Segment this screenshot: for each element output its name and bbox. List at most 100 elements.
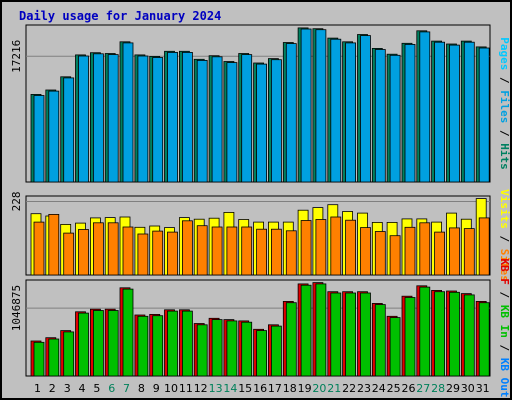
bar-kb-in-day-10 [167, 310, 178, 377]
day-label-21: 21 [327, 382, 341, 395]
day-label-15: 15 [238, 382, 252, 395]
bar-sites-day-22 [345, 219, 357, 276]
bar-kb-in-day-15 [241, 321, 253, 377]
day-label-4: 4 [79, 382, 86, 395]
bar-files-day-14 [226, 62, 238, 183]
day-label-20: 20 [312, 382, 326, 395]
bar-kb-in-day-9 [152, 315, 164, 377]
day-label-30: 30 [461, 382, 475, 395]
day-label-18: 18 [283, 382, 297, 395]
bar-sites-day-21 [330, 216, 342, 276]
bar-files-day-26 [404, 44, 416, 183]
bar-kb-in-day-31 [478, 302, 490, 377]
panel-2-legend-item-2: / [498, 229, 511, 249]
bar-files-day-5 [93, 53, 104, 183]
day-label-28: 28 [431, 382, 445, 395]
bar-sites-day-7 [122, 226, 134, 276]
day-label-24: 24 [372, 382, 386, 395]
bar-sites-day-15 [241, 226, 253, 276]
series-kb-in [33, 283, 490, 377]
bar-kb-in-day-6 [107, 310, 119, 377]
day-label-31: 31 [476, 382, 490, 395]
bar-files-day-9 [152, 57, 164, 183]
bar-kb-in-day-22 [345, 292, 357, 377]
bar-sites-day-30 [463, 228, 475, 276]
day-label-19: 19 [298, 382, 312, 395]
panel-3-legend-item-1: KB F [498, 258, 511, 285]
bar-files-day-20 [315, 29, 327, 183]
day-label-26: 26 [402, 382, 416, 395]
bar-files-day-8 [137, 55, 149, 183]
bar-sites-day-14 [226, 226, 238, 276]
bar-files-day-15 [241, 54, 253, 183]
bar-sites-day-13 [211, 226, 223, 276]
series-files [33, 28, 490, 183]
bar-files-day-22 [345, 42, 357, 183]
bar-kb-in-day-17 [270, 325, 282, 377]
bar-kb-in-day-24 [374, 304, 386, 377]
bar-files-day-25 [389, 54, 401, 183]
bar-files-day-13 [211, 56, 223, 183]
day-label-17: 17 [268, 382, 282, 395]
bar-files-day-27 [419, 31, 431, 183]
bar-sites-day-3 [63, 232, 75, 276]
bar-kb-in-day-30 [463, 294, 475, 377]
bar-sites-day-31 [478, 217, 490, 276]
bar-sites-day-11 [181, 220, 193, 276]
bar-files-day-19 [300, 28, 312, 183]
day-label-3: 3 [64, 382, 71, 395]
bar-files-day-29 [449, 44, 460, 183]
bar-files-day-17 [270, 59, 282, 183]
bar-files-day-30 [463, 41, 475, 183]
bar-sites-day-19 [300, 220, 312, 276]
panel-1-legend-item-3: Files [498, 90, 511, 123]
bar-sites-day-29 [449, 227, 460, 276]
bar-sites-day-20 [315, 219, 327, 276]
panel-2-legend: Visits / Sites [498, 189, 511, 282]
bar-sites-day-26 [404, 226, 416, 276]
bar-sites-day-25 [389, 235, 401, 276]
bar-sites-day-16 [256, 228, 268, 276]
panel-2-axis-label: 228 [10, 192, 23, 212]
bar-kb-in-day-13 [211, 319, 223, 377]
panel-1-axis-label: 17216 [10, 40, 23, 73]
bar-sites-day-8 [137, 233, 149, 276]
bar-sites-day-5 [93, 222, 104, 276]
bar-files-day-1 [33, 95, 45, 183]
bar-sites-day-2 [48, 213, 60, 276]
day-label-12: 12 [194, 382, 208, 395]
bar-files-day-4 [78, 55, 89, 183]
day-label-11: 11 [179, 382, 193, 395]
bar-sites-day-17 [270, 228, 282, 276]
bar-kb-in-day-25 [389, 317, 401, 377]
bar-kb-in-day-3 [63, 331, 75, 377]
bar-kb-in-day-27 [419, 286, 431, 377]
bar-files-day-2 [48, 90, 60, 183]
panel-2: 228 Visits / Sites [10, 189, 511, 282]
day-label-23: 23 [357, 382, 371, 395]
day-label-10: 10 [164, 382, 178, 395]
bar-files-day-7 [122, 42, 134, 183]
bar-kb-in-day-2 [48, 338, 60, 377]
bar-kb-in-day-28 [434, 291, 446, 377]
bar-sites-day-27 [419, 222, 431, 276]
bar-kb-in-day-20 [315, 283, 327, 377]
bar-kb-in-day-29 [449, 291, 460, 377]
day-label-8: 8 [138, 382, 145, 395]
bar-kb-in-day-19 [300, 284, 312, 377]
bar-sites-day-24 [374, 231, 386, 276]
day-label-27: 27 [416, 382, 430, 395]
bar-kb-in-day-26 [404, 297, 416, 377]
bar-sites-day-1 [33, 221, 45, 276]
bar-kb-in-day-1 [33, 341, 45, 377]
bar-kb-in-day-7 [122, 288, 134, 377]
day-label-16: 16 [253, 382, 267, 395]
bar-files-day-10 [167, 52, 178, 183]
day-label-14: 14 [223, 382, 237, 395]
panel-3-legend-item-2: / [498, 285, 511, 305]
panel-1-legend-item-2: / [498, 70, 511, 90]
chart-panels: 17216 Pages / Files / Hits 228 Visits / Sit… [10, 24, 511, 398]
panel-1: 17216 Pages / Files / Hits [10, 24, 511, 183]
day-label-29: 29 [446, 382, 460, 395]
